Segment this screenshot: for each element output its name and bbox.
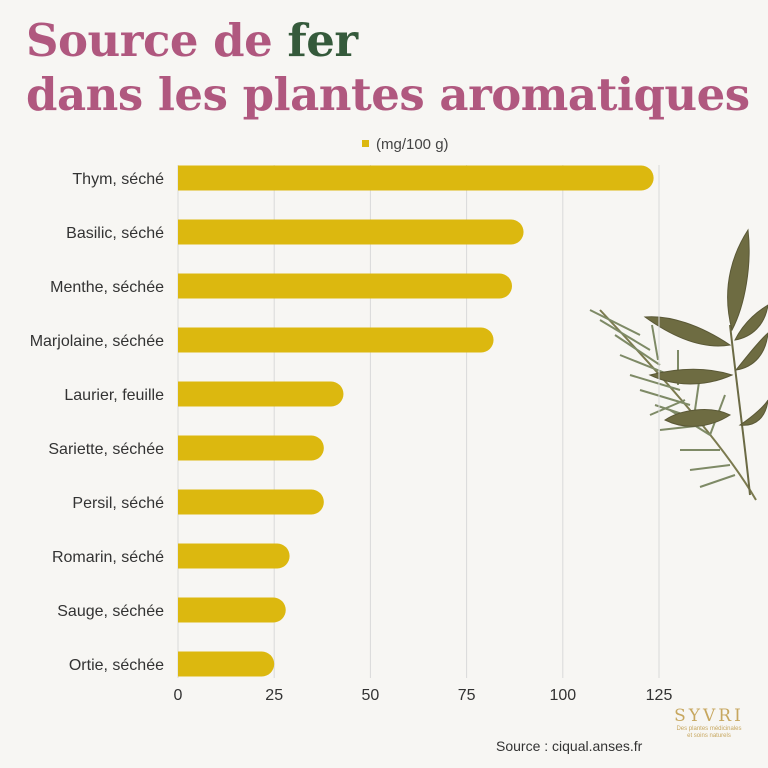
category-label: Persil, séché bbox=[72, 495, 164, 512]
bar bbox=[178, 489, 324, 515]
x-tick-label: 25 bbox=[265, 687, 283, 704]
title-accent-word: fer bbox=[287, 14, 358, 67]
x-tick-labels: 0 25 50 75 100 125 bbox=[174, 687, 673, 704]
bar bbox=[178, 435, 324, 461]
x-tick-label: 75 bbox=[458, 687, 476, 704]
category-label: Menthe, séchée bbox=[50, 279, 164, 296]
bar bbox=[178, 543, 290, 569]
logo-tagline-2: et soins naturels bbox=[687, 733, 731, 739]
x-tick-label: 100 bbox=[549, 687, 576, 704]
category-label: Basilic, séché bbox=[66, 225, 164, 242]
bar bbox=[178, 597, 286, 623]
bar-base bbox=[178, 597, 203, 623]
bars bbox=[178, 165, 654, 677]
legend: (mg/100 g) bbox=[362, 136, 449, 153]
title-line-1: Source de fer bbox=[26, 14, 750, 68]
bar-base bbox=[178, 651, 203, 677]
x-tick-label: 50 bbox=[362, 687, 380, 704]
legend-swatch bbox=[362, 140, 369, 147]
bar-base bbox=[178, 327, 203, 353]
category-labels: Thym, séché Basilic, séché Menthe, séchée M… bbox=[30, 171, 164, 674]
bar bbox=[178, 219, 524, 245]
category-label: Thym, séché bbox=[72, 171, 164, 188]
decorative-plant-image bbox=[589, 228, 768, 501]
bar-base bbox=[178, 165, 203, 191]
bar bbox=[178, 327, 494, 353]
chart-title: Source de fer dans les plantes aromatiqu… bbox=[26, 14, 750, 122]
bar bbox=[178, 273, 513, 299]
bar-base bbox=[178, 273, 203, 299]
category-label: Ortie, séchée bbox=[69, 657, 164, 674]
category-label: Sariette, séchée bbox=[48, 441, 164, 458]
syvri-logo: SYVRI Des plantes médicinales et soins n… bbox=[664, 686, 754, 744]
title-line-2: dans les plantes aromatiques bbox=[26, 68, 750, 121]
gridlines bbox=[177, 165, 660, 678]
bar bbox=[178, 165, 654, 191]
category-label: Laurier, feuille bbox=[64, 387, 164, 404]
x-tick-label: 125 bbox=[646, 687, 673, 704]
x-tick-label: 0 bbox=[174, 687, 183, 704]
title-line-1-text: Source de bbox=[26, 14, 288, 67]
bar-base bbox=[178, 489, 203, 515]
bar-base bbox=[178, 381, 203, 407]
source-note: Source : ciqual.anses.fr bbox=[496, 738, 643, 754]
category-label: Marjolaine, séchée bbox=[30, 333, 164, 350]
category-label: Sauge, séchée bbox=[57, 603, 164, 620]
legend-label: (mg/100 g) bbox=[376, 136, 449, 153]
bar bbox=[178, 381, 344, 407]
bar-base bbox=[178, 219, 203, 245]
bar-base bbox=[178, 435, 203, 461]
logo-brand: SYVRI bbox=[674, 706, 744, 726]
category-label: Romarin, séché bbox=[52, 549, 164, 566]
bar-base bbox=[178, 543, 203, 569]
logo-tagline-1: Des plantes médicinales bbox=[676, 726, 742, 732]
